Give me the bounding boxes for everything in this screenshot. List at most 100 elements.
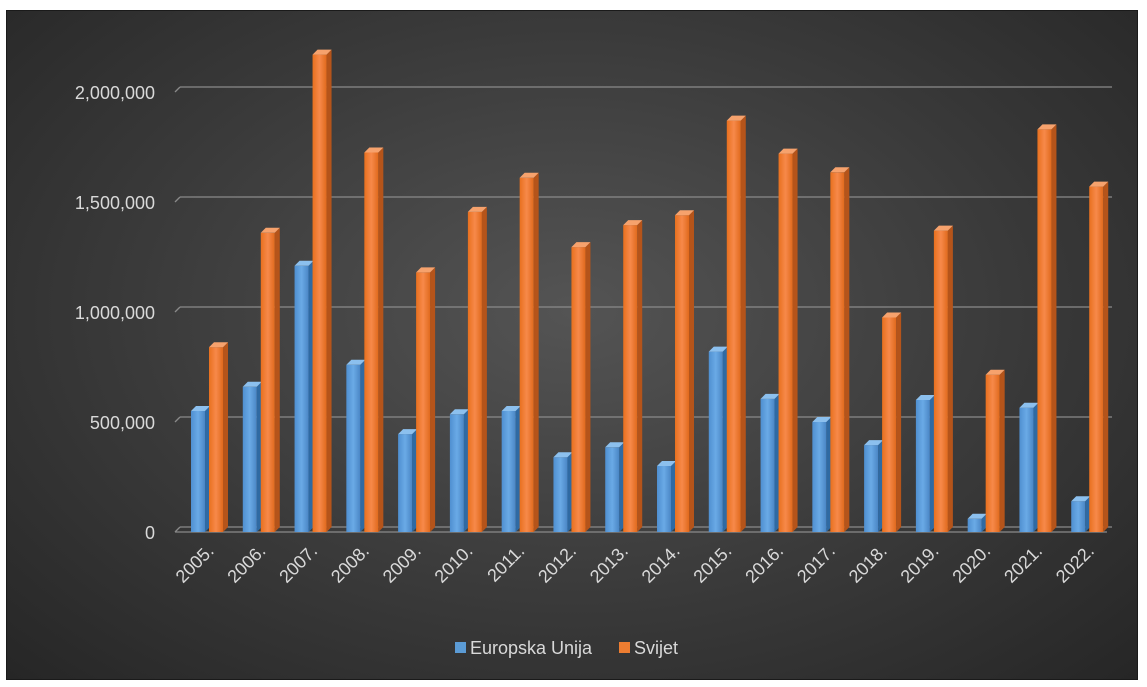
bar [260, 227, 280, 533]
bar-top [985, 369, 1005, 375]
x-tick-label: 2021. [1000, 541, 1046, 587]
bar-side [637, 220, 643, 532]
bar-top [967, 513, 987, 519]
gridline-depth [174, 526, 181, 533]
bar-face [519, 177, 534, 533]
bar [312, 49, 332, 532]
bar-face [605, 447, 620, 532]
bar-face [1019, 407, 1034, 532]
bar-side [981, 513, 987, 532]
bar-face [882, 317, 897, 532]
bar [760, 393, 780, 532]
bar-side [774, 393, 780, 532]
bar [364, 147, 384, 532]
x-tick-label: 2008. [327, 541, 373, 587]
bar [967, 513, 987, 532]
bar-side [378, 147, 384, 532]
y-tick-label: 0 [145, 523, 155, 543]
bar [675, 210, 694, 532]
bar-face [571, 247, 586, 532]
bar-face [915, 400, 930, 532]
bar-top [260, 227, 280, 233]
bar [1089, 181, 1109, 532]
bar-side [689, 210, 694, 532]
bar-face [294, 265, 309, 532]
bar [416, 267, 436, 532]
bar-face [657, 466, 671, 532]
bar [812, 417, 832, 532]
bar-top [708, 346, 728, 352]
bar-side [412, 429, 418, 532]
bar-face [364, 152, 379, 532]
bar-face [864, 445, 879, 532]
bar-side [619, 442, 625, 532]
bar-face [778, 153, 793, 532]
bar-side [792, 148, 798, 532]
bar [726, 115, 746, 532]
bar-top [1071, 496, 1091, 502]
bar-top [812, 417, 832, 422]
y-tick-label: 1,500,000 [75, 193, 155, 213]
bar [398, 429, 418, 532]
bar [294, 260, 314, 532]
bar-chart: 0 500,000 1,000,000 1,500,000 2,000,000 2005… [75, 49, 1112, 658]
bar-top [312, 49, 332, 55]
bar-face [260, 232, 275, 533]
bar-side [360, 359, 366, 532]
bar-side [256, 381, 262, 532]
bar [657, 461, 676, 532]
x-tick-label: 2007. [275, 541, 321, 587]
bar-top [364, 147, 384, 153]
bar [1071, 496, 1091, 532]
bar-face [1071, 501, 1086, 532]
bar-side [844, 167, 850, 533]
bar [882, 312, 902, 532]
bar [1019, 402, 1039, 532]
bar-top [294, 260, 314, 266]
bar-side [274, 227, 280, 533]
bar [501, 406, 521, 532]
x-tick-label: 2009. [379, 541, 425, 587]
bar-top [346, 359, 366, 365]
bar-face [467, 211, 482, 532]
bar-side [947, 225, 953, 532]
bar-face [312, 54, 327, 532]
bar [242, 381, 262, 532]
bar-face [209, 347, 223, 532]
bar-side [515, 406, 521, 532]
bar-top [778, 148, 798, 154]
bar-face [675, 215, 689, 532]
chart-area: 0 500,000 1,000,000 1,500,000 2,000,000 2005… [6, 10, 1138, 680]
bar-face [449, 414, 464, 532]
bar-face [933, 230, 948, 532]
bar-side [533, 172, 539, 533]
bar-face [967, 518, 982, 532]
bar [864, 440, 884, 532]
bar-top [726, 115, 746, 121]
bar-face [242, 386, 257, 532]
bar-side [326, 49, 332, 532]
bar-side [1051, 124, 1057, 533]
bar-face [1089, 186, 1104, 532]
gridline-depth [174, 416, 181, 423]
x-tick-label: 2018. [845, 541, 891, 587]
bar-top [605, 442, 625, 448]
bar-side [671, 461, 676, 532]
bar-side [826, 417, 832, 532]
bar [915, 395, 935, 532]
x-tick-label: 2013. [586, 541, 632, 587]
bar-top [571, 242, 591, 248]
bar-side [896, 312, 902, 532]
legend-swatch [455, 642, 466, 653]
bar-side [585, 242, 591, 532]
bar [449, 409, 469, 532]
bar [519, 172, 539, 533]
bar-top [915, 395, 935, 400]
x-tick-label: 2014. [638, 541, 684, 587]
bar-side [430, 267, 436, 532]
bar-side [1033, 402, 1039, 532]
bar-face [760, 398, 775, 532]
x-tick-label: 2010. [431, 541, 477, 587]
x-tick-label: 2017. [793, 541, 839, 587]
bar-top [1089, 181, 1109, 187]
